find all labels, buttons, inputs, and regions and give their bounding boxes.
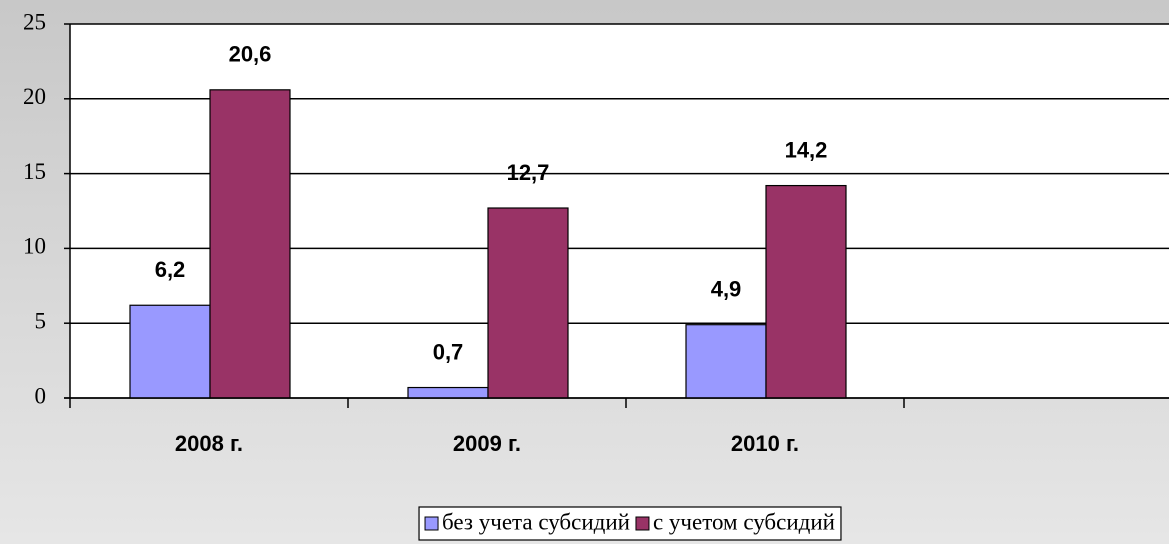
legend-swatch xyxy=(424,516,439,531)
bar xyxy=(129,304,211,399)
y-tick-label: 10 xyxy=(23,234,46,259)
data-label: 6,2 xyxy=(155,257,186,282)
x-tick-label: 2010 г. xyxy=(731,431,799,456)
bar xyxy=(685,324,767,399)
bar xyxy=(487,207,569,399)
y-tick-label: 15 xyxy=(23,159,46,184)
bar xyxy=(209,89,291,399)
y-tick-label: 20 xyxy=(23,84,46,109)
data-label: 4,9 xyxy=(711,277,742,302)
data-label: 14,2 xyxy=(785,137,828,162)
y-tick-label: 0 xyxy=(35,383,47,408)
legend-label: без учета субсидий xyxy=(442,509,630,534)
bar xyxy=(765,184,847,399)
y-tick-label: 25 xyxy=(23,9,46,34)
y-tick-label: 5 xyxy=(35,308,47,333)
data-label: 20,6 xyxy=(229,42,272,67)
data-label: 0,7 xyxy=(433,339,464,364)
data-label: 12,7 xyxy=(507,160,550,185)
legend-label: с учетом субсидий xyxy=(653,509,835,534)
legend-swatch xyxy=(635,516,650,531)
bar xyxy=(407,386,489,399)
x-tick-label: 2009 г. xyxy=(453,431,521,456)
x-tick-label: 2008 г. xyxy=(175,431,243,456)
legend xyxy=(418,506,842,541)
